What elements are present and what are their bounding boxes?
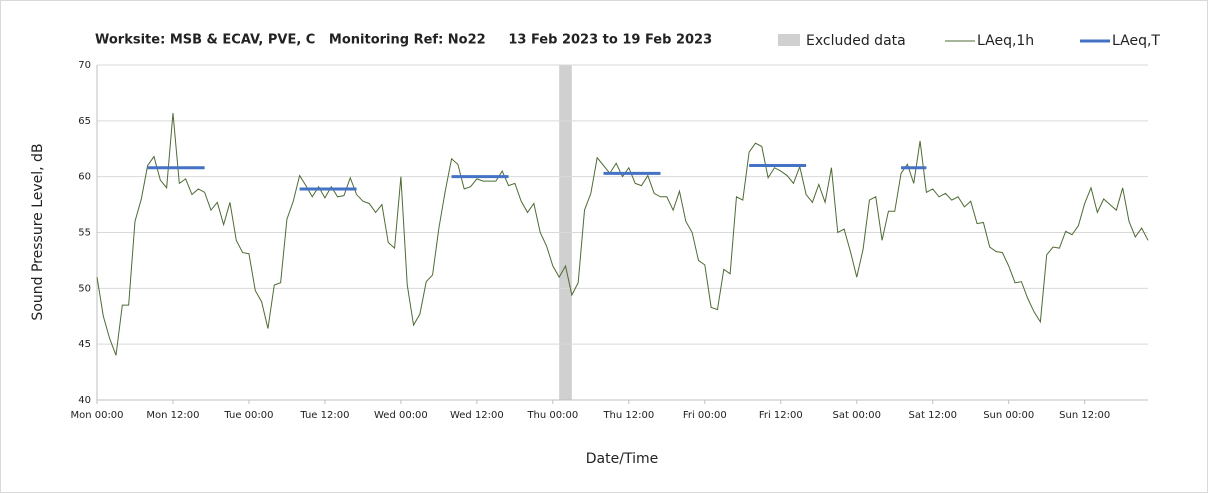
series-line — [96, 112, 1149, 356]
y-tick-label: 50 — [78, 283, 91, 294]
y-tick-label: 70 — [78, 60, 91, 71]
legend-label: LAeq,1h — [977, 33, 1034, 49]
y-tick-label: 55 — [78, 228, 91, 239]
x-tick-label: Sun 12:00 — [1059, 410, 1110, 421]
x-tick-label: Mon 12:00 — [146, 410, 199, 421]
y-tick-label: 60 — [78, 172, 91, 183]
legend-swatch — [778, 34, 800, 46]
legend-label: Excluded data — [806, 33, 906, 49]
y-tick-label: 40 — [78, 395, 91, 406]
x-tick-label: Mon 00:00 — [70, 410, 123, 421]
x-tick-label: Sun 00:00 — [983, 410, 1034, 421]
x-tick-label: Thu 12:00 — [602, 410, 654, 421]
x-tick-label: Wed 00:00 — [374, 410, 428, 421]
x-tick-label: Thu 00:00 — [526, 410, 578, 421]
x-axis-label: Date/Time — [586, 451, 658, 467]
x-tick-label: Sat 12:00 — [909, 410, 957, 421]
chart-title: Worksite: MSB & ECAV, PVE, C Monitoring … — [95, 33, 712, 48]
x-tick-label: Wed 12:00 — [450, 410, 504, 421]
y-tick-label: 45 — [78, 339, 91, 350]
x-tick-label: Tue 12:00 — [299, 410, 349, 421]
y-axis-label: Sound Pressure Level, dB — [30, 143, 46, 320]
legend-label: LAeq,T — [1112, 33, 1160, 49]
x-tick-label: Sat 00:00 — [833, 410, 881, 421]
x-tick-label: Tue 00:00 — [223, 410, 273, 421]
y-tick-label: 65 — [78, 116, 91, 127]
x-tick-label: Fri 12:00 — [759, 410, 803, 421]
x-tick-label: Fri 00:00 — [683, 410, 727, 421]
